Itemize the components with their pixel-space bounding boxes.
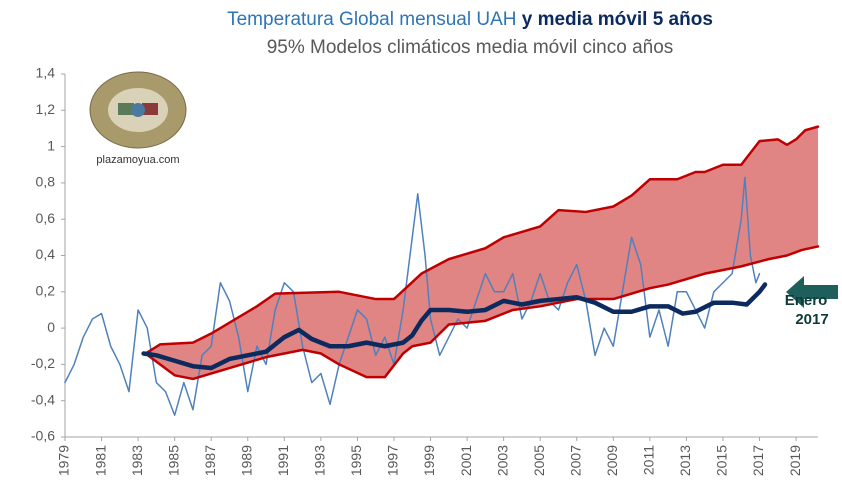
series-line <box>64 176 761 416</box>
y-tick-label: 1 <box>47 137 55 153</box>
x-tick-label: 2013 <box>677 445 693 476</box>
y-tick-label: 0,2 <box>36 283 56 299</box>
logo-text: plazamoyua.com <box>96 154 179 166</box>
x-tick-label: 1997 <box>385 445 401 476</box>
x-tick-label: 2001 <box>458 445 474 476</box>
x-tick-label: 1999 <box>421 445 437 476</box>
annotation-text: 2017 <box>795 311 828 328</box>
x-tick-label: 2009 <box>604 445 620 476</box>
y-tick-label: 0,4 <box>36 246 56 262</box>
annotation-text: Enero <box>785 292 828 309</box>
x-tick-label: 2003 <box>494 445 510 476</box>
y-tick-label: 0 <box>47 319 55 335</box>
annotation-arrow <box>786 276 838 308</box>
x-tick-label: 1985 <box>165 445 181 476</box>
y-tick-label: 0,8 <box>36 174 56 190</box>
logo-emblem <box>131 103 145 117</box>
x-tick-label: 1983 <box>129 445 145 476</box>
y-tick-label: 0,6 <box>36 210 56 226</box>
logo-emblem <box>142 103 158 115</box>
x-tick-label: 1991 <box>275 445 291 476</box>
series-line <box>141 282 768 371</box>
title-part: y media móvil 5 años <box>522 9 713 30</box>
y-tick-label: -0,6 <box>31 428 55 444</box>
chart-title: Temperatura Global mensual UAH y media m… <box>227 9 713 30</box>
x-tick-label: 1981 <box>92 445 108 476</box>
x-tick-label: 2011 <box>641 445 657 475</box>
y-tick-label: 1,4 <box>36 65 56 81</box>
logo: plazamoyua.com <box>89 71 187 166</box>
y-tick-label: -0,4 <box>31 391 55 407</box>
chart-subtitle: 95% Modelos climáticos media móvil cinco… <box>267 37 674 58</box>
x-tick-label: 1987 <box>202 445 218 476</box>
x-tick-label: 1979 <box>56 445 72 476</box>
x-tick-label: 1993 <box>312 445 328 476</box>
x-tick-label: 2007 <box>567 445 583 476</box>
x-tick-label: 2005 <box>531 445 547 476</box>
title-part: Temperatura Global mensual UAH <box>227 9 516 30</box>
logo-emblem <box>118 103 134 115</box>
x-tick-label: 2019 <box>787 445 803 476</box>
y-tick-label: -0,2 <box>31 355 55 371</box>
series-line <box>144 125 820 355</box>
x-tick-label: 2017 <box>750 445 766 476</box>
series-line <box>144 245 820 381</box>
y-tick-label: 1,2 <box>36 101 56 117</box>
x-tick-label: 1995 <box>348 445 364 476</box>
x-tick-label: 2015 <box>714 445 730 476</box>
band-fill <box>145 126 818 379</box>
x-tick-label: 1989 <box>238 445 254 476</box>
